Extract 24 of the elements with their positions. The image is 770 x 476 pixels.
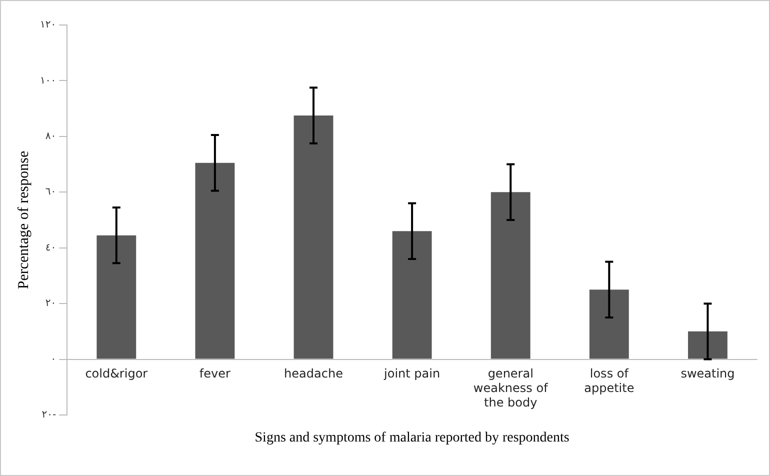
bar bbox=[490, 192, 530, 359]
y-tick-label: ٠ bbox=[50, 354, 56, 365]
y-tick-label: ٢٠ bbox=[45, 298, 56, 310]
bar bbox=[589, 290, 629, 359]
bar bbox=[294, 116, 334, 359]
bar bbox=[392, 231, 432, 359]
y-tick-label: ٤٠ bbox=[45, 242, 56, 254]
y-tick-label: ١٢٠ bbox=[40, 20, 56, 31]
y-tick-label: ١٠٠ bbox=[40, 75, 56, 86]
x-tick-label: loss of appetite bbox=[584, 366, 634, 396]
x-axis-title: Signs and symptoms of malaria reported by respondents bbox=[254, 430, 570, 446]
x-tick-label: headache bbox=[284, 366, 343, 381]
y-tick-label: ٦٠ bbox=[45, 186, 56, 198]
x-tick-label: sweating bbox=[680, 366, 735, 381]
x-tick-label: fever bbox=[199, 366, 231, 381]
bar bbox=[96, 235, 136, 359]
x-tick-label: joint pain bbox=[383, 366, 440, 381]
bar bbox=[688, 331, 728, 359]
bar bbox=[195, 162, 235, 359]
y-tick-label: ٢٠- bbox=[42, 410, 57, 421]
x-tick-label: general weakness of the body bbox=[473, 366, 549, 410]
x-tick-label: cold&rigor bbox=[85, 366, 148, 381]
y-axis-title: Percentage of response bbox=[16, 150, 32, 290]
y-tick-label: ٨٠ bbox=[45, 131, 56, 142]
